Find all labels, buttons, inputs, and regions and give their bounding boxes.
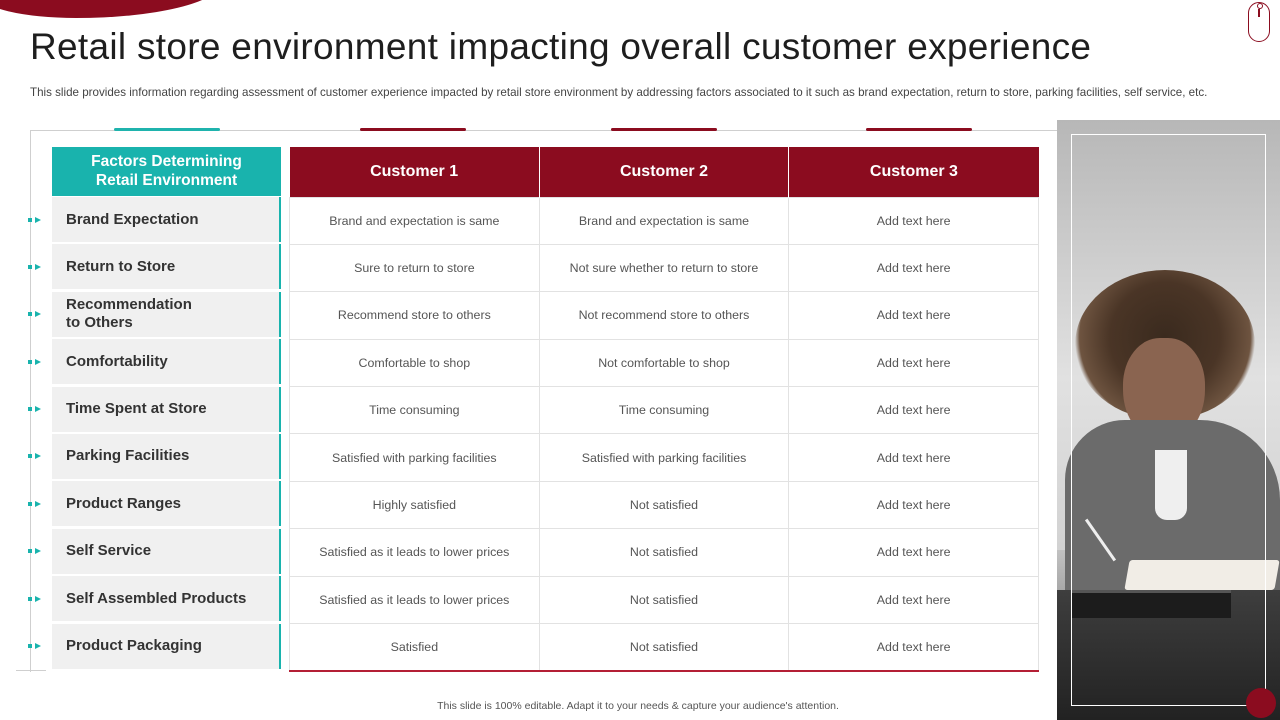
mouse-icon bbox=[1248, 2, 1270, 42]
factor-self-assembled: Self Assembled Products bbox=[28, 576, 281, 622]
factor-time-spent: Time Spent at Store bbox=[28, 386, 281, 432]
factor-label: Comfortability bbox=[66, 352, 168, 370]
factor-label: Recommendation to Others bbox=[66, 296, 192, 332]
table-cell: Not satisfied bbox=[538, 528, 790, 577]
table-cell: Not satisfied bbox=[538, 575, 790, 625]
table-cell: Add text here bbox=[788, 480, 1039, 530]
factor-label: Return to Store bbox=[66, 257, 176, 275]
arrow-marker-icon bbox=[28, 595, 42, 602]
arrow-marker-icon bbox=[28, 263, 42, 270]
table-cell: Not recommend store to others bbox=[538, 291, 790, 340]
woman-writing-photo bbox=[1057, 120, 1280, 720]
arrow-marker-icon bbox=[28, 311, 42, 318]
factor-return-to-store: Return to Store bbox=[28, 244, 281, 290]
top-decorative-swoosh bbox=[0, 0, 220, 18]
factor-label: Self Service bbox=[66, 542, 152, 560]
red-accent-bar-2 bbox=[611, 128, 717, 131]
slide-title: Retail store environment impacting overa… bbox=[30, 26, 1092, 67]
factor-product-packaging: Product Packaging bbox=[28, 623, 281, 669]
table-cell: Brand and expectation is same bbox=[538, 196, 790, 245]
table-cell: Sure to return to store bbox=[289, 243, 540, 293]
factor-comfortability: Comfortability bbox=[28, 339, 281, 385]
arrow-marker-icon bbox=[28, 548, 42, 555]
table-cell: Satisfied bbox=[289, 623, 540, 672]
factor-self-service: Self Service bbox=[28, 528, 281, 574]
table-cell: Add text here bbox=[788, 575, 1039, 625]
table-row: Sure to return to store Not sure whether… bbox=[289, 243, 1039, 293]
arrow-marker-icon bbox=[28, 643, 42, 650]
table-row: Satisfied Not satisfied Add text here bbox=[289, 623, 1039, 672]
table-cell: Time consuming bbox=[538, 386, 790, 435]
table-cell: Time consuming bbox=[289, 386, 540, 435]
table-cell: Not satisfied bbox=[538, 480, 790, 530]
column-header-customer-1: Customer 1 bbox=[289, 147, 540, 197]
slide-subtitle: This slide provides information regardin… bbox=[30, 86, 1208, 99]
table-cell: Add text here bbox=[788, 196, 1039, 245]
table-cell: Not satisfied bbox=[538, 623, 790, 672]
red-accent-bar-1 bbox=[360, 128, 466, 131]
decorative-red-circle bbox=[1246, 688, 1276, 718]
column-header-customer-3: Customer 3 bbox=[788, 147, 1039, 197]
table-cell: Comfortable to shop bbox=[289, 338, 540, 388]
table-cell: Highly satisfied bbox=[289, 480, 540, 530]
table-row: Highly satisfied Not satisfied Add text … bbox=[289, 480, 1039, 530]
factor-label: Self Assembled Products bbox=[66, 589, 247, 607]
table-cell: Recommend store to others bbox=[289, 291, 540, 340]
table-cell: Add text here bbox=[788, 386, 1039, 435]
table-cell: Satisfied with parking facilities bbox=[289, 433, 540, 482]
column-header-customer-2: Customer 2 bbox=[539, 147, 790, 197]
factor-label: Product Ranges bbox=[66, 494, 182, 512]
factor-recommendation: Recommendation to Others bbox=[28, 291, 281, 337]
factor-brand-expectation: Brand Expectation bbox=[28, 197, 281, 242]
footer-note: This slide is 100% editable. Adapt it to… bbox=[437, 700, 839, 712]
table-cell: Add text here bbox=[788, 623, 1039, 672]
teal-accent-bar bbox=[114, 128, 220, 131]
table-cell: Not sure whether to return to store bbox=[538, 243, 790, 293]
table-cell: Add text here bbox=[788, 433, 1039, 482]
factor-label: Parking Facilities bbox=[66, 447, 190, 465]
table-cell: Brand and expectation is same bbox=[289, 196, 540, 245]
arrow-marker-icon bbox=[28, 406, 42, 413]
table-cell: Add text here bbox=[788, 528, 1039, 577]
table-cell: Add text here bbox=[788, 243, 1039, 293]
frame-divider bbox=[16, 670, 46, 671]
arrow-marker-icon bbox=[28, 453, 42, 460]
factors-header: Factors Determining Retail Environment bbox=[52, 147, 281, 196]
photo-frame-border bbox=[1071, 134, 1266, 706]
factor-label: Product Packaging bbox=[66, 637, 202, 655]
factor-label: Brand Expectation bbox=[66, 210, 199, 228]
table-cell: Not comfortable to shop bbox=[538, 338, 790, 388]
table-row: Brand and expectation is same Brand and … bbox=[289, 196, 1039, 245]
table-cell: Satisfied as it leads to lower prices bbox=[289, 575, 540, 625]
table-cell: Satisfied with parking facilities bbox=[538, 433, 790, 482]
factor-label: Time Spent at Store bbox=[66, 400, 207, 418]
arrow-marker-icon bbox=[28, 500, 42, 507]
table-row: Time consuming Time consuming Add text h… bbox=[289, 386, 1039, 435]
content-frame bbox=[30, 130, 1058, 672]
factors-header-line-2: Retail Environment bbox=[95, 172, 238, 189]
factor-parking-facilities: Parking Facilities bbox=[28, 433, 281, 479]
table-header-row: Customer 1 Customer 2 Customer 3 bbox=[289, 147, 1039, 197]
table-row: Recommend store to others Not recommend … bbox=[289, 291, 1039, 340]
table-row: Satisfied as it leads to lower prices No… bbox=[289, 528, 1039, 577]
customer-comparison-table: Customer 1 Customer 2 Customer 3 Brand a… bbox=[289, 147, 1039, 672]
table-cell: Add text here bbox=[788, 291, 1039, 340]
table-row: Satisfied with parking facilities Satisf… bbox=[289, 433, 1039, 482]
factors-header-line-1: Factors Determining bbox=[91, 153, 242, 170]
table-row: Comfortable to shop Not comfortable to s… bbox=[289, 338, 1039, 388]
table-cell: Add text here bbox=[788, 338, 1039, 388]
factors-list: Brand Expectation Return to Store Recomm… bbox=[28, 197, 281, 671]
arrow-marker-icon bbox=[28, 216, 42, 223]
factor-product-ranges: Product Ranges bbox=[28, 481, 281, 527]
arrow-marker-icon bbox=[28, 358, 42, 365]
red-accent-bar-3 bbox=[866, 128, 972, 131]
table-row: Satisfied as it leads to lower prices No… bbox=[289, 575, 1039, 625]
table-cell: Satisfied as it leads to lower prices bbox=[289, 528, 540, 577]
